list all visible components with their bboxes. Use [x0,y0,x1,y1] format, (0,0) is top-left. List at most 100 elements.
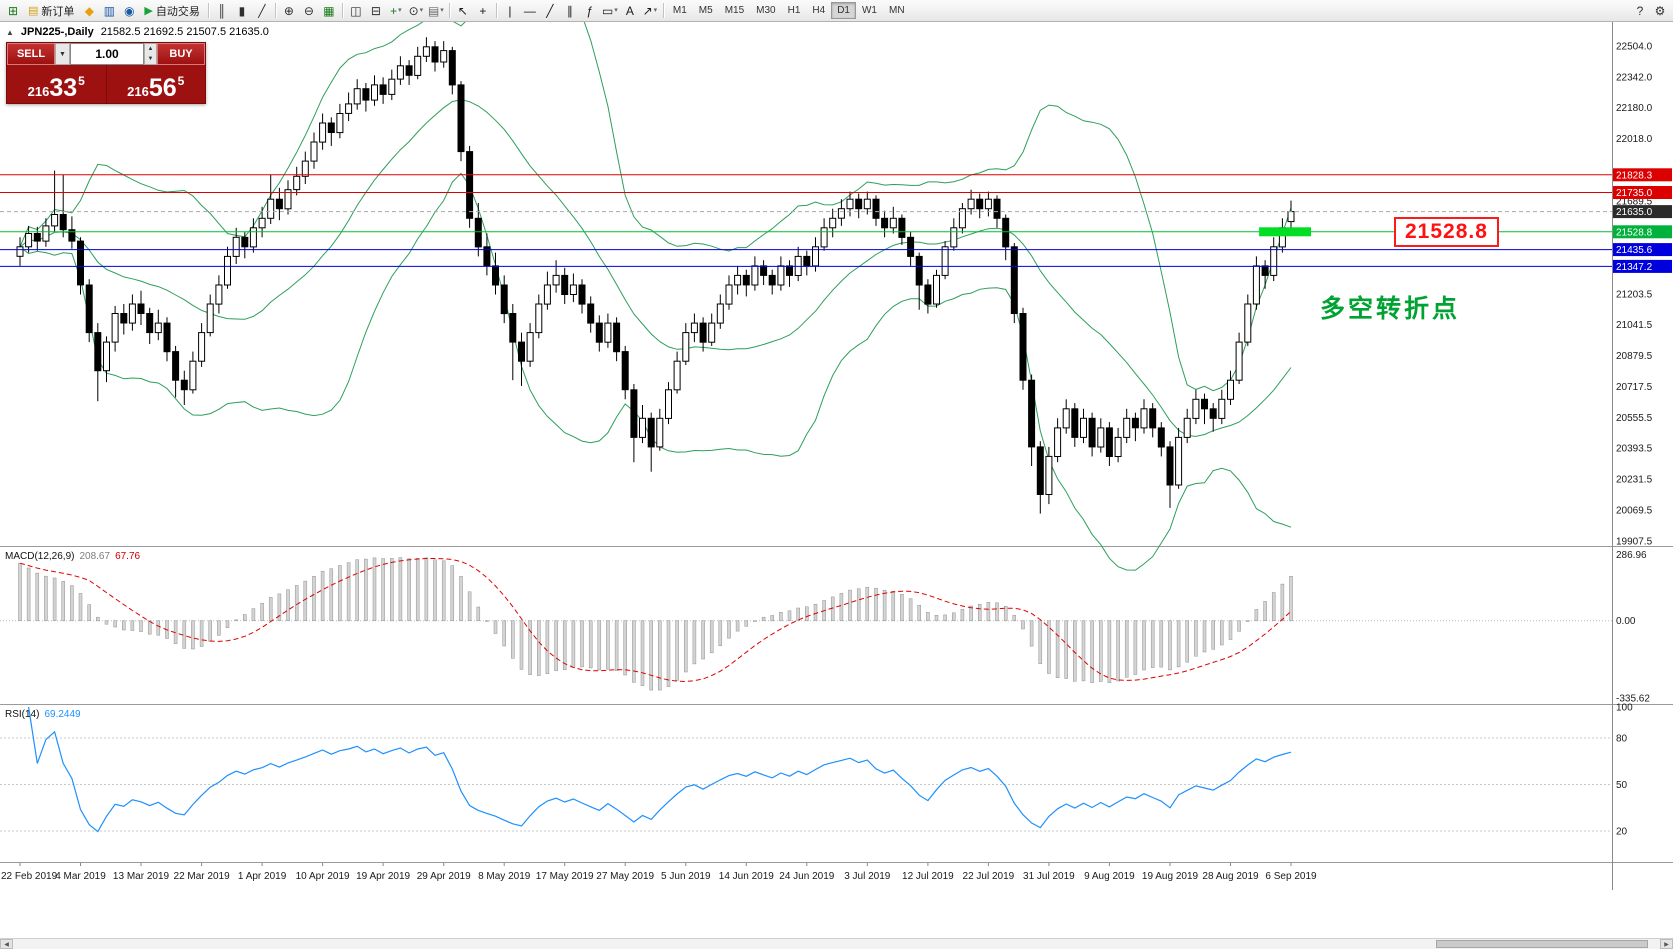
trade-panel-collapse-icon[interactable]: ▲ [6,27,14,37]
arrows-tool-icon[interactable]: ↗ ▾ [640,2,660,20]
buy-price-big: 56 [148,73,177,102]
macd-indicator-label: MACD(12,26,9) 208.67 67.76 [5,551,140,562]
price-annotation-label[interactable]: 21528.8 [1394,217,1499,247]
buy-price-prefix: 216 [127,83,149,99]
timeframe-mn-button[interactable]: MN [888,5,905,16]
scroll-right-button[interactable]: ▶ [1660,939,1673,949]
toolbar-separator [495,3,497,18]
svg-text:20: 20 [1616,827,1628,838]
help-icon[interactable]: ? [1630,2,1650,20]
svg-text:-335.62: -335.62 [1616,694,1650,705]
templates-dropdown-arrow[interactable]: ▾ [440,7,444,14]
candlestick-mode-icon[interactable]: ▮ [232,2,252,20]
text-tool-icon[interactable]: A [620,2,640,20]
auto-trading-icon: ▶ [144,5,153,17]
shapes-tool-dropdown-arrow[interactable]: ▾ [614,7,618,14]
volume-input[interactable]: 1.00 [70,43,144,65]
tile-windows-icon[interactable]: ▦ [319,2,339,20]
timeframe-m15-button[interactable]: M15 [724,5,745,16]
buy-price[interactable]: 216 56 5 [107,65,206,103]
svg-text:20555.5: 20555.5 [1616,413,1653,424]
svg-text:21635.0: 21635.0 [1616,207,1653,218]
crosshair-icon[interactable]: + [473,2,493,20]
timeframe-d1-button[interactable]: D1 [831,2,856,19]
shapes-tool-glyph: ▭ [601,3,614,18]
fibonacci-tool-icon[interactable]: ƒ [580,2,600,20]
horizontal-level-lines[interactable] [0,174,1612,267]
scrollbar-thumb[interactable] [1436,940,1648,948]
horizontal-line-tool-icon[interactable]: — [520,2,540,20]
shapes-tool-icon[interactable]: ▭ ▾ [600,2,620,20]
settings-glyph: ⚙ [1654,3,1666,18]
panel-splitters[interactable] [0,546,1673,865]
channel-tool-icon[interactable]: ∥ [560,2,580,20]
turning-point-annotation: 多空转折点 [1320,295,1461,323]
indicators-icon[interactable]: + ▾ [386,2,406,20]
settings-icon[interactable]: ⚙ [1650,2,1670,20]
volume-down-icon[interactable]: ▼ [147,56,154,62]
one-click-trading-panel: SELL ▼ 1.00 ▲ ▼ BUY 216 33 5 216 56 5 [6,42,206,104]
buy-button[interactable]: BUY [157,43,205,65]
zoom-in-icon[interactable]: ⊕ [279,2,299,20]
fibonacci-tool-glyph: ƒ [586,3,594,18]
periods-dropdown-arrow[interactable]: ▾ [419,7,424,14]
horizontal-scrollbar[interactable]: ◀ ▶ [0,938,1673,949]
svg-text:21203.5: 21203.5 [1616,289,1653,300]
bar-chart-mode-glyph: ║ [217,3,227,18]
scroll-left-button[interactable]: ◀ [0,939,13,949]
svg-text:10 Apr 2019: 10 Apr 2019 [296,871,350,882]
new-order-button[interactable]: ▤ 新订单 [23,2,79,20]
svg-text:21435.6: 21435.6 [1616,245,1653,256]
timeframe-m1-button[interactable]: M1 [672,5,687,16]
new-order-label: 新订单 [41,5,75,18]
cursor-icon[interactable]: ↖ [453,2,473,20]
tile-horizontally-icon[interactable]: ⊟ [366,2,386,20]
cascade-windows-icon[interactable]: ◫ [346,2,366,20]
buy-price-frac: 5 [177,74,185,88]
svg-text:28 Aug 2019: 28 Aug 2019 [1202,871,1259,882]
svg-text:14 Jun 2019: 14 Jun 2019 [719,871,774,882]
sell-button[interactable]: SELL [7,43,55,65]
new-order-icon: ▤ [28,5,39,17]
timeframe-h1-button[interactable]: H1 [787,5,801,16]
data-window-icon[interactable]: ◉ [119,2,139,20]
text-tool-glyph: A [625,3,634,18]
macd-main-value: 208.67 [79,551,111,562]
volume-dropdown-button[interactable]: ▼ [55,43,70,65]
indicators-dropdown-arrow[interactable]: ▾ [398,7,402,14]
timeframe-m5-button[interactable]: M5 [698,5,713,16]
zoom-out-icon[interactable]: ⊖ [299,2,319,20]
market-watch-icon[interactable]: ▥ [99,2,119,20]
candles [16,37,1295,514]
templates-icon[interactable]: ▤ ▾ [426,2,446,20]
arrows-tool-dropdown-arrow[interactable]: ▾ [653,7,658,14]
timeframe-m30-button[interactable]: M30 [756,5,776,16]
vertical-line-tool-icon[interactable]: | [500,2,520,20]
trendline-tool-icon[interactable]: ╱ [540,2,560,20]
new-chart-icon[interactable]: ⊞ [3,2,23,20]
trade-panel-divider [105,65,107,103]
toolbar-separator [448,3,450,18]
svg-text:22 Mar 2019: 22 Mar 2019 [174,871,231,882]
line-chart-mode-icon[interactable]: ╱ [252,2,272,20]
price-level-labels: 21828.3 21735.0 21635.0 21528.8 21435.6 21347… [1613,168,1672,273]
green-zone-bar[interactable] [1259,227,1311,237]
auto-trading-button[interactable]: ▶ 自动交易 [139,2,204,20]
timeframe-w1-button[interactable]: W1 [861,5,877,16]
periods-icon[interactable]: ⊙ ▾ [406,2,426,20]
market-watch-glyph: ▥ [103,3,116,18]
periods-glyph: ⊙ [408,3,419,18]
indicators-glyph: + [390,3,398,18]
timeframe-h4-button[interactable]: H4 [812,5,826,16]
sell-price[interactable]: 216 33 5 [7,65,106,103]
svg-text:20231.5: 20231.5 [1616,475,1653,486]
metaeditor-icon[interactable]: ◆ [79,2,99,20]
templates-glyph: ▤ [427,3,440,18]
svg-text:22504.0: 22504.0 [1616,42,1653,53]
volume-up-icon[interactable]: ▲ [147,46,154,52]
bar-chart-mode-icon[interactable]: ║ [212,2,232,20]
volume-spinner[interactable]: ▲ ▼ [144,43,157,65]
rsi-value: 69.2449 [44,709,81,720]
svg-text:21689.5: 21689.5 [1616,197,1653,208]
